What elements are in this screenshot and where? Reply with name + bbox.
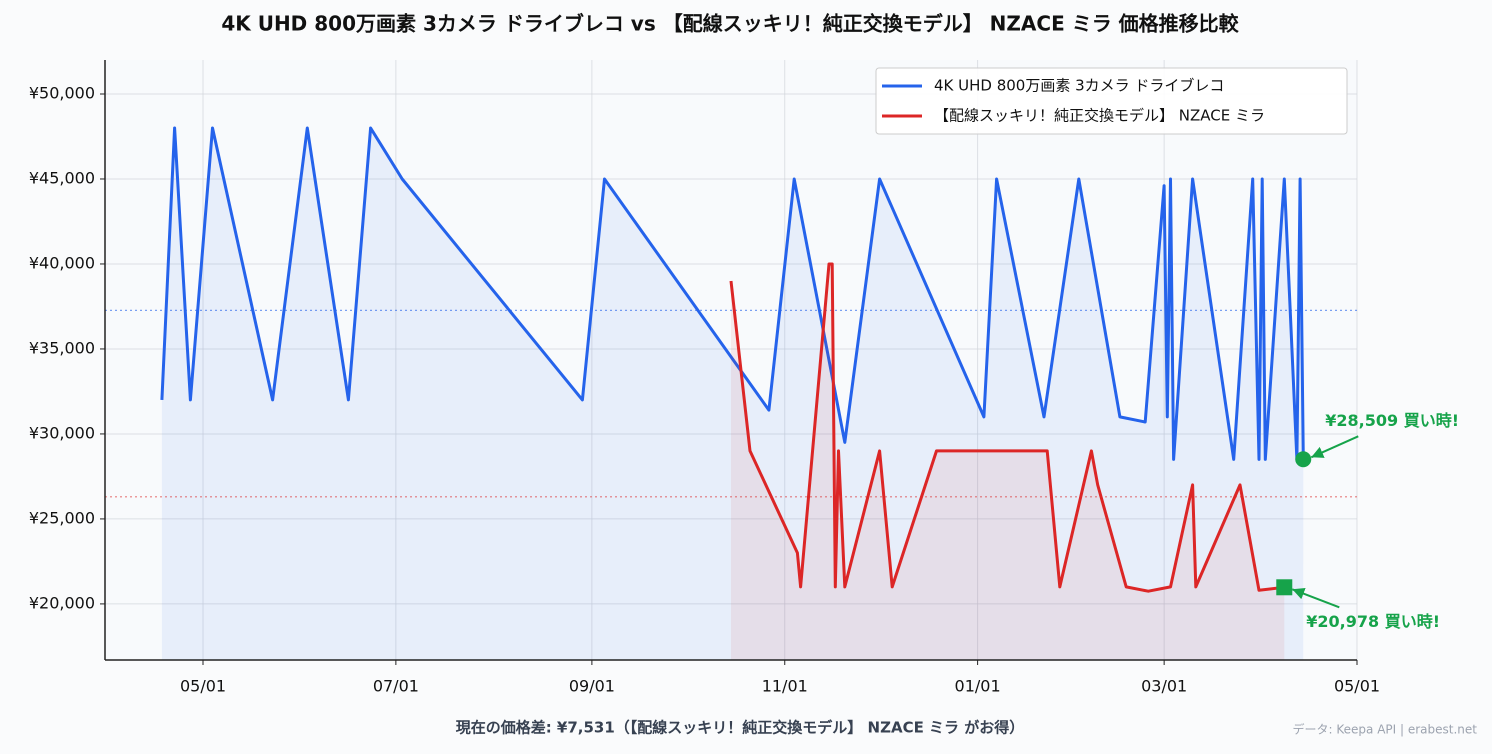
- y-tick-label: ¥25,000: [29, 508, 95, 527]
- end-marker: [1276, 579, 1293, 596]
- annotation-arrow: [1310, 435, 1359, 459]
- x-tick-label: 05/01: [180, 677, 226, 696]
- y-tick-label: ¥30,000: [29, 423, 95, 442]
- series-line: [160, 126, 1305, 461]
- annotation-arrow: [1291, 587, 1340, 609]
- y-tick-label: ¥35,000: [29, 338, 95, 357]
- x-tick-label: 05/01: [1334, 677, 1380, 696]
- source: データ: Keepa API | erabest.net: [1293, 722, 1478, 737]
- legend-box: [875, 67, 1348, 135]
- y-tick-label: ¥20,000: [29, 593, 95, 612]
- end-marker: [1295, 451, 1312, 468]
- area: [731, 264, 1285, 660]
- y-tick-label: ¥45,000: [29, 168, 95, 187]
- plot-area: [105, 60, 1357, 660]
- y-tick-label: ¥40,000: [29, 253, 95, 272]
- x-tick-label: 01/01: [955, 677, 1001, 696]
- annotation: ¥28,509 買い時!: [1325, 411, 1459, 430]
- area: [161, 128, 1304, 660]
- x-tick-label: 09/01: [569, 677, 615, 696]
- legend-label: 【配線スッキリ！純正交換モデル】 NZACE ミラ: [934, 107, 1265, 125]
- legend-label: 4K UHD 800万画素 3カメラ ドライブレコ: [934, 77, 1224, 95]
- annotation: ¥20,978 買い時!: [1306, 612, 1440, 631]
- chart-title: 4K UHD 800万画素 3カメラ ドライブレコ vs 【配線スッキリ！純正交…: [221, 12, 1239, 36]
- x-tick-label: 11/01: [762, 677, 808, 696]
- y-tick-label: ¥50,000: [29, 83, 95, 102]
- series-line: [729, 262, 1285, 593]
- footer: 現在の価格差: ¥7,531（【配線スッキリ！純正交換モデル】 NZACE ミラ…: [456, 719, 1025, 737]
- x-tick-label: 03/01: [1141, 677, 1187, 696]
- x-tick-label: 07/01: [373, 677, 419, 696]
